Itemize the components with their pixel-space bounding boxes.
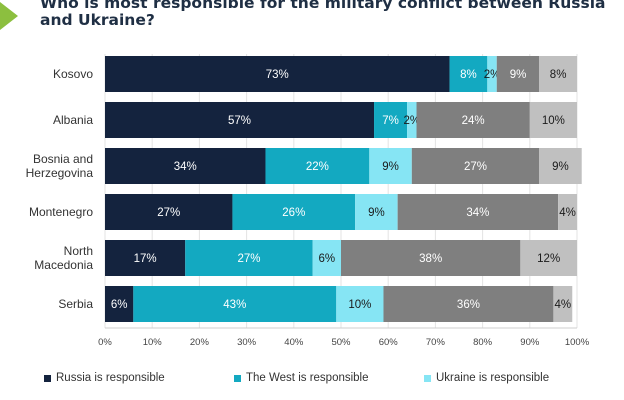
x-tick-label: 0% [98, 337, 112, 348]
bar-segment [336, 286, 384, 322]
x-tick-label: 50% [331, 337, 351, 348]
bar-segment [383, 286, 554, 322]
accent-triangle [0, 2, 18, 30]
category-label: Macedonia [34, 258, 93, 272]
bar-segment [539, 56, 577, 92]
data-label: 27% [237, 253, 260, 265]
data-label: 9% [368, 207, 385, 219]
data-label: 34% [466, 207, 489, 219]
category-label: North [64, 244, 93, 258]
data-label: 9% [552, 161, 569, 173]
bar-segment [520, 240, 577, 276]
bar-segment [105, 56, 450, 92]
bar-segment [397, 194, 559, 230]
bar-segment [558, 194, 577, 230]
x-tick-label: 90% [520, 337, 540, 348]
bar-segment [105, 240, 186, 276]
x-tick-label: 30% [237, 337, 257, 348]
legend-swatch-ukraine [424, 374, 431, 382]
data-label: 4% [555, 299, 572, 311]
bar-segment [265, 148, 370, 184]
stacked-bar-chart: 73% 8% 2% 9% 8% Kosovo 57% 7% 2% 24% 10% Albania 34%… [26, 54, 590, 348]
category-label: Bosnia and [33, 152, 93, 166]
data-label: 57% [228, 115, 251, 127]
bar-segment [369, 148, 412, 184]
data-label: 8% [550, 69, 567, 81]
x-tick-label: 10% [143, 337, 163, 348]
bar-segment [105, 102, 375, 138]
category-label: Albania [53, 113, 93, 127]
bar-segment [185, 240, 313, 276]
bar-segment [539, 148, 582, 184]
bar-segment [449, 56, 488, 92]
bar-segment [529, 102, 577, 138]
data-label: 36% [457, 299, 480, 311]
data-label: 34% [174, 161, 197, 173]
bar-segment [133, 286, 337, 322]
bar-segment [105, 286, 134, 322]
bar-segment [312, 240, 341, 276]
data-label: 8% [460, 69, 477, 81]
bar-segment [374, 102, 408, 138]
data-label: 27% [157, 207, 180, 219]
bar-segment [341, 240, 521, 276]
legend-item-west: The West is responsible [234, 372, 369, 384]
legend-label-west: The West is responsible [246, 372, 369, 384]
bar-segment [407, 102, 417, 138]
legend-item-russia: Russia is responsible [44, 372, 165, 384]
bar-segment [411, 148, 540, 184]
bar-segment [232, 194, 356, 230]
data-label: 27% [464, 161, 487, 173]
data-label: 10% [542, 115, 565, 127]
bar-segment [487, 56, 497, 92]
legend: Russia is responsible The West is respon… [0, 372, 624, 388]
bar-segment [355, 194, 398, 230]
bar-segment [553, 286, 573, 322]
bar-segment [105, 194, 233, 230]
legend-swatch-west [234, 374, 241, 382]
legend-label-ukraine: Ukraine is responsible [436, 372, 550, 384]
data-label: 12% [537, 253, 560, 265]
data-label: 9% [510, 69, 527, 81]
legend-item-ukraine: Ukraine is responsible [424, 372, 549, 384]
data-label: 26% [282, 207, 305, 219]
bar-segment [105, 148, 266, 184]
legend-swatch-russia [44, 374, 51, 382]
category-label: Herzegovina [26, 166, 94, 180]
data-label: 22% [306, 161, 329, 173]
data-label: 9% [382, 161, 399, 173]
x-tick-label: 70% [426, 337, 446, 348]
data-label: 43% [223, 299, 246, 311]
category-label: Kosovo [53, 67, 93, 81]
data-label: 4% [559, 207, 576, 219]
category-label: Montenegro [29, 205, 93, 219]
x-tick-label: 20% [190, 337, 210, 348]
data-label: 38% [419, 253, 442, 265]
data-label: 7% [382, 115, 399, 127]
data-label: 6% [319, 253, 336, 265]
chart-title: Who is most responsible for the military… [40, 0, 606, 29]
bar-segment [496, 56, 540, 92]
category-label: Serbia [58, 297, 93, 311]
data-label: 17% [134, 253, 157, 265]
data-label: 6% [111, 299, 128, 311]
data-label: 2% [484, 69, 501, 81]
legend-label-russia: Russia is responsible [56, 372, 165, 384]
data-label: 2% [403, 115, 420, 127]
x-tick-label: 40% [284, 337, 304, 348]
x-tick-label: 100% [565, 337, 590, 348]
x-tick-label: 80% [473, 337, 493, 348]
data-label: 73% [266, 69, 289, 81]
bar-segment [416, 102, 530, 138]
x-tick-label: 60% [379, 337, 399, 348]
data-label: 24% [462, 115, 485, 127]
data-label: 10% [348, 299, 371, 311]
